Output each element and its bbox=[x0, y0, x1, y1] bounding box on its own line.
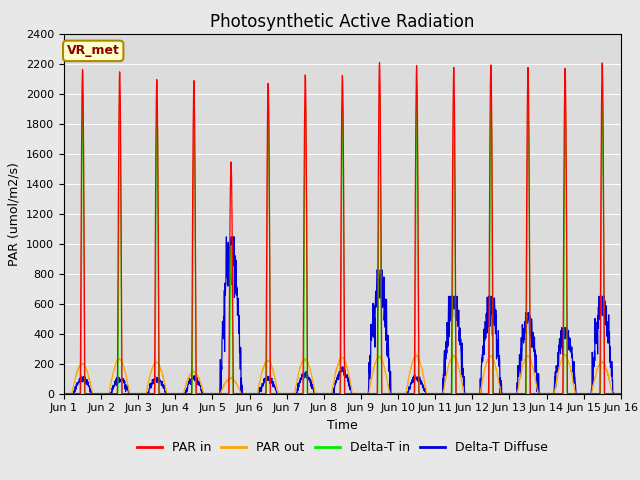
PAR in bbox=[617, 391, 625, 396]
PAR in bbox=[583, 391, 591, 396]
Delta-T in bbox=[79, 92, 86, 97]
Delta-T in bbox=[568, 391, 575, 396]
Delta-T Diffuse bbox=[358, 391, 366, 396]
Delta-T Diffuse bbox=[583, 391, 591, 396]
PAR out bbox=[561, 352, 568, 358]
Delta-T in bbox=[216, 391, 223, 396]
PAR in bbox=[358, 391, 366, 396]
PAR in bbox=[568, 391, 575, 396]
Line: Delta-T Diffuse: Delta-T Diffuse bbox=[64, 237, 621, 394]
PAR out bbox=[215, 391, 223, 396]
Delta-T Diffuse bbox=[60, 391, 68, 396]
Delta-T Diffuse bbox=[215, 391, 223, 396]
Line: PAR in: PAR in bbox=[64, 62, 621, 394]
Delta-T in bbox=[371, 391, 378, 396]
Line: Delta-T in: Delta-T in bbox=[64, 95, 621, 394]
Delta-T Diffuse bbox=[223, 234, 230, 240]
Delta-T Diffuse bbox=[568, 347, 575, 353]
Text: VR_met: VR_met bbox=[67, 44, 120, 58]
Delta-T in bbox=[358, 391, 366, 396]
PAR out bbox=[617, 391, 625, 396]
Title: Photosynthetic Active Radiation: Photosynthetic Active Radiation bbox=[210, 12, 475, 31]
Delta-T Diffuse bbox=[504, 391, 512, 396]
PAR in bbox=[376, 60, 383, 65]
PAR out bbox=[371, 363, 378, 369]
Delta-T in bbox=[617, 391, 625, 396]
Delta-T in bbox=[583, 391, 591, 396]
X-axis label: Time: Time bbox=[327, 419, 358, 432]
PAR in bbox=[215, 391, 223, 396]
Y-axis label: PAR (umol/m2/s): PAR (umol/m2/s) bbox=[8, 162, 20, 265]
Delta-T Diffuse bbox=[371, 315, 378, 321]
PAR out bbox=[60, 391, 68, 396]
Legend: PAR in, PAR out, Delta-T in, Delta-T Diffuse: PAR in, PAR out, Delta-T in, Delta-T Dif… bbox=[132, 436, 553, 459]
PAR in bbox=[60, 391, 68, 396]
Delta-T in bbox=[504, 391, 512, 396]
Delta-T in bbox=[60, 391, 68, 396]
PAR in bbox=[504, 391, 512, 396]
PAR out bbox=[358, 391, 366, 396]
Line: PAR out: PAR out bbox=[64, 355, 621, 394]
PAR out bbox=[568, 371, 575, 377]
PAR out bbox=[504, 391, 512, 396]
PAR out bbox=[583, 391, 591, 396]
PAR in bbox=[371, 391, 378, 396]
Delta-T Diffuse bbox=[617, 391, 625, 396]
